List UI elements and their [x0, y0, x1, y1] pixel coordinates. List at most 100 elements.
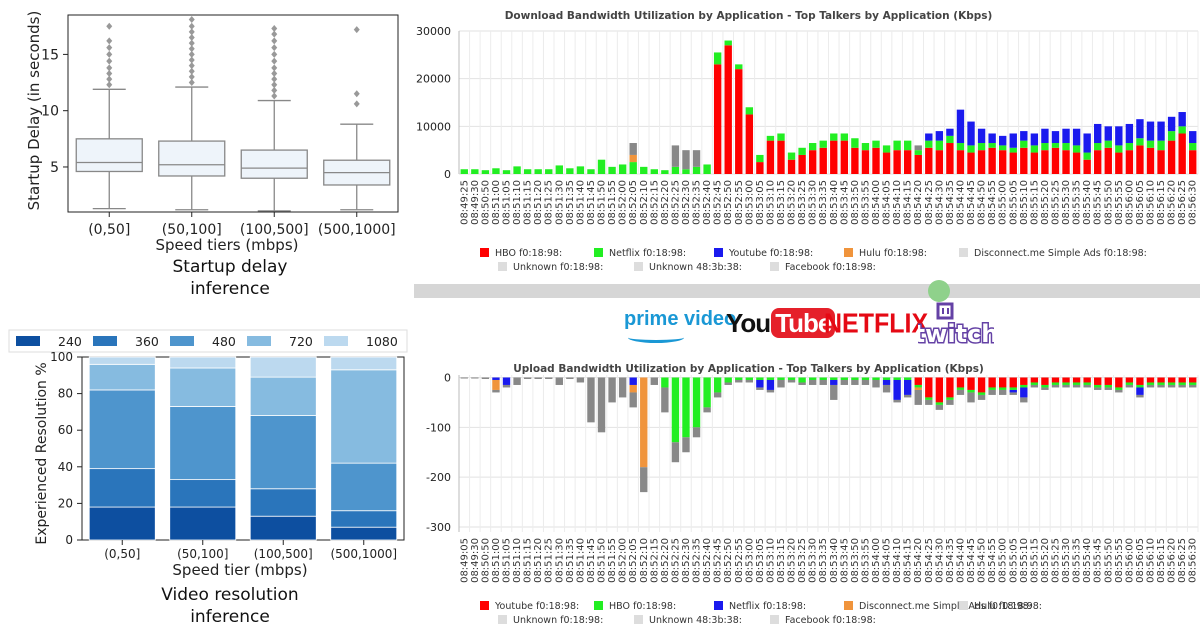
- upload-bar-segment: [988, 377, 996, 388]
- download-legend-swatch: [594, 248, 603, 257]
- upload-bar-segment: [787, 379, 796, 383]
- upload-x-tick-label: 08:54:50: [977, 538, 988, 583]
- upload-bar-segment: [1146, 377, 1155, 383]
- upload-x-tick-label: 08:51:50: [597, 538, 608, 583]
- upload-bar-segment: [1167, 377, 1176, 383]
- upload-legend-swatch: [634, 615, 643, 624]
- upload-x-tick-label: 08:52:55: [734, 538, 745, 583]
- download-bar-segment: [671, 145, 680, 167]
- outlier-point: [106, 44, 113, 52]
- download-x-tick-label: 08:52:25: [670, 180, 681, 225]
- download-legend-label: Facebook f0:18:98:: [785, 262, 876, 273]
- download-x-tick-label: 08:53:50: [850, 180, 861, 225]
- download-bar-segment: [830, 140, 838, 174]
- outlier-point: [188, 56, 195, 64]
- download-x-tick-label: 08:53:20: [787, 180, 798, 225]
- upload-x-tick-label: 08:52:25: [670, 538, 681, 583]
- upload-bar-segment: [1030, 384, 1039, 388]
- y-tick-label: 100: [50, 350, 73, 364]
- upload-bar-segment: [935, 377, 944, 403]
- outlier-point: [106, 37, 113, 45]
- outlier-point: [271, 30, 278, 38]
- upload-x-tick-label: 08:53:10: [765, 538, 776, 583]
- upload-bar-segment: [629, 377, 637, 385]
- upload-legend-label: Unknown f0:18:98:: [513, 615, 603, 626]
- bar-segment: [88, 468, 156, 508]
- download-x-tick-label: 08:49:25: [459, 180, 470, 225]
- download-x-tick-label: 08:55:25: [1050, 180, 1061, 225]
- download-bar-segment: [893, 140, 901, 151]
- split-divider[interactable]: [414, 284, 1200, 298]
- bar-segment: [330, 369, 398, 464]
- download-bar-segment: [1146, 147, 1155, 174]
- upload-x-tick-label: 08:55:35: [1072, 538, 1083, 583]
- upload-bar-segment: [777, 377, 785, 380]
- bar-segment: [88, 356, 156, 365]
- upload-x-tick-label: 08:52:05: [628, 538, 639, 583]
- download-bar-segment: [977, 143, 986, 151]
- upload-bar-segment: [545, 377, 553, 379]
- upload-bar-segment: [977, 377, 986, 393]
- upload-bar-segment: [682, 377, 690, 438]
- upload-bar-segment: [914, 377, 922, 385]
- download-bar-segment: [819, 140, 827, 148]
- download-x-tick-label: 08:55:55: [1114, 180, 1125, 225]
- download-x-tick-label: 08:54:45: [966, 180, 977, 225]
- download-bar-segment: [1094, 123, 1102, 144]
- download-x-tick-label: 08:56:25: [1177, 180, 1188, 225]
- upload-legend-swatch: [480, 601, 489, 610]
- upload-bar-segment: [1041, 387, 1049, 390]
- download-bar-segment: [756, 162, 764, 174]
- upload-x-tick-label: 08:55:25: [1050, 538, 1061, 583]
- y-tick-label: 40: [58, 460, 73, 474]
- upload-bar-segment: [1030, 377, 1039, 383]
- upload-bar-segment: [946, 377, 954, 398]
- outlier-point: [188, 45, 195, 53]
- download-bar-segment: [1115, 145, 1123, 153]
- upload-x-tick-label: 08:55:30: [1061, 538, 1072, 583]
- download-bar-segment: [914, 150, 922, 155]
- download-bar-segment: [777, 133, 785, 141]
- download-bar-segment: [798, 154, 806, 174]
- download-bar-segment: [534, 169, 542, 174]
- download-x-tick-label: 08:53:30: [808, 180, 819, 225]
- bar-segment: [330, 526, 398, 541]
- upload-bar-segment: [597, 377, 606, 433]
- download-x-tick-label: 08:52:40: [702, 180, 713, 225]
- download-x-tick-label: 08:54:10: [892, 180, 903, 225]
- download-bar-segment: [1083, 152, 1091, 160]
- outlier-point: [106, 64, 113, 72]
- download-x-tick-label: 08:55:45: [1093, 180, 1104, 225]
- download-bar-segment: [1136, 138, 1144, 146]
- download-x-tick-label: 08:52:20: [660, 180, 671, 225]
- download-bar-segment: [1115, 126, 1123, 146]
- upload-bar-segment: [756, 387, 764, 390]
- download-bar-segment: [798, 147, 806, 155]
- download-x-tick-label: 08:51:05: [502, 180, 513, 225]
- legend-label: 240: [58, 334, 82, 349]
- upload-legend-swatch: [594, 601, 603, 610]
- upload-bar-segment: [903, 377, 912, 380]
- upload-bar-segment: [724, 382, 732, 385]
- upload-bar-segment: [893, 379, 901, 400]
- bar-segment: [88, 506, 156, 541]
- download-x-tick-label: 08:51:35: [565, 180, 576, 225]
- y-axis-label: Experienced Resolution %: [34, 362, 50, 544]
- download-bar-segment: [1167, 140, 1176, 174]
- download-x-tick-label: 08:52:45: [713, 180, 724, 225]
- upload-bar-segment: [608, 377, 616, 403]
- download-x-tick-label: 08:52:50: [723, 180, 734, 225]
- bar-segment: [330, 356, 398, 371]
- upload-bar-segment: [861, 379, 870, 385]
- divider-handle[interactable]: [928, 280, 950, 302]
- upload-x-tick-label: 08:52:40: [702, 538, 713, 583]
- upload-x-tick-label: 08:55:20: [1040, 538, 1051, 583]
- download-bar-segment: [1083, 133, 1091, 153]
- download-bar-segment: [819, 147, 827, 174]
- download-bar-segment: [977, 128, 986, 144]
- upload-x-tick-label: 08:54:15: [903, 538, 914, 583]
- legend-swatch: [324, 336, 348, 346]
- download-legend-swatch: [959, 248, 968, 257]
- download-bar-segment: [1136, 119, 1144, 139]
- upload-bar-segment: [735, 379, 743, 383]
